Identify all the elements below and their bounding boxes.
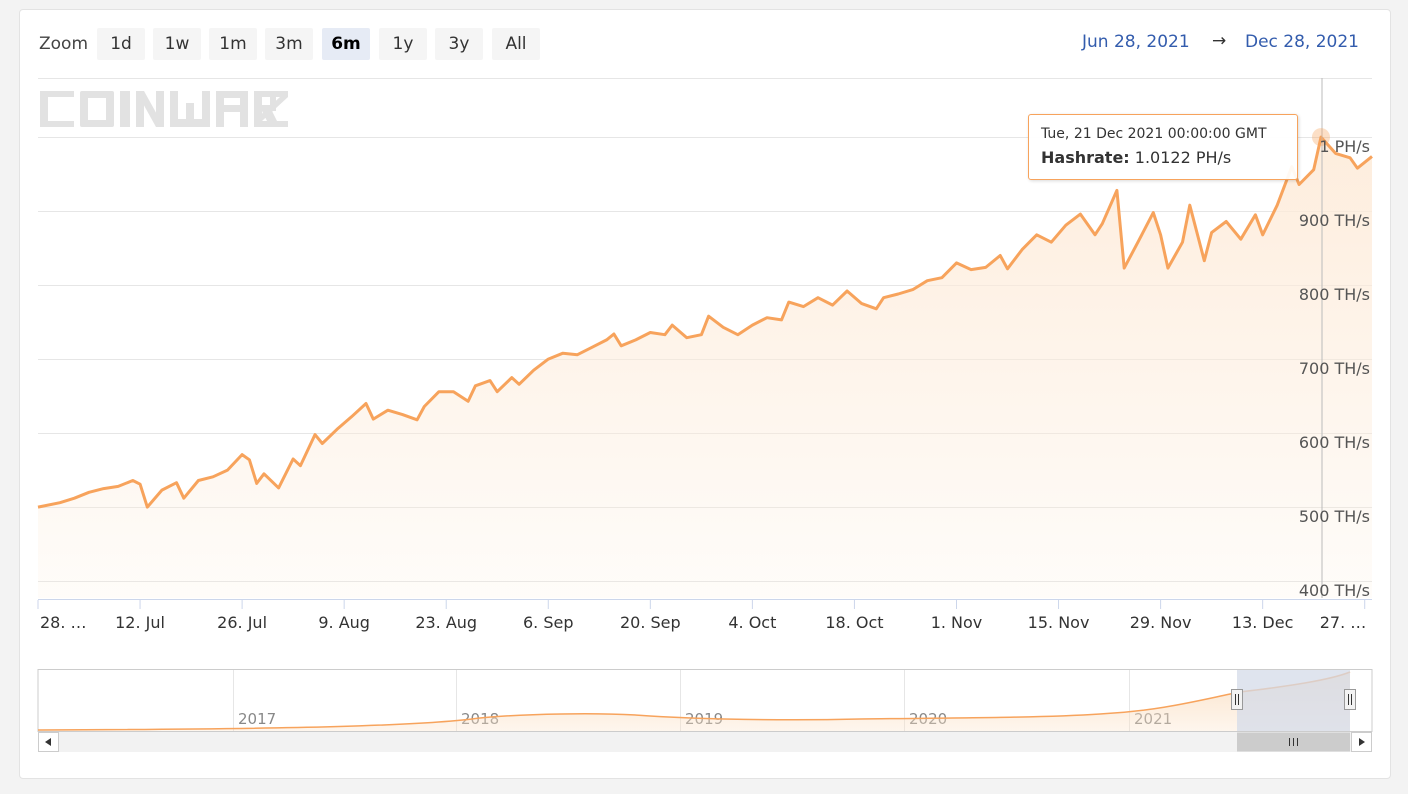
zoom-3m-button[interactable]: 3m bbox=[265, 28, 313, 60]
chevron-right-icon bbox=[1359, 738, 1365, 746]
navigator-line bbox=[37, 671, 1351, 731]
x-tick-label: 18. Oct bbox=[825, 613, 883, 632]
tooltip-value-line: Hashrate: 1.0122 PH/s bbox=[1041, 148, 1231, 167]
hover-marker bbox=[1311, 128, 1330, 147]
hashrate-line bbox=[37, 135, 1373, 509]
x-tick-label: 23. Aug bbox=[415, 613, 477, 632]
y-tick-label: 400 TH/s bbox=[1299, 581, 1370, 600]
zoom-1m-button[interactable]: 1m bbox=[209, 28, 257, 60]
x-tick-label: 1. Nov bbox=[931, 613, 983, 632]
x-tick-label: 9. Aug bbox=[318, 613, 370, 632]
y-tick-label: 800 TH/s bbox=[1299, 285, 1370, 304]
x-tick-label: 28. … bbox=[40, 613, 87, 632]
chevron-left-icon bbox=[45, 738, 51, 746]
y-tick-label: 900 TH/s bbox=[1299, 211, 1370, 230]
zoom-3y-button[interactable]: 3y bbox=[435, 28, 483, 60]
x-tick-label: 4. Oct bbox=[728, 613, 776, 632]
x-tick-label: 13. Dec bbox=[1232, 613, 1294, 632]
zoom-6m-button[interactable]: 6m bbox=[322, 28, 370, 60]
x-tick-label: 12. Jul bbox=[115, 613, 165, 632]
x-tick-label: 27. … bbox=[1320, 613, 1367, 632]
y-tick-label: 600 TH/s bbox=[1299, 433, 1370, 452]
zoom-1w-button[interactable]: 1w bbox=[153, 28, 201, 60]
y-tick-label: 1 PH/s bbox=[1319, 137, 1370, 156]
x-tick-label: 6. Sep bbox=[523, 613, 574, 632]
navigator-left-handle[interactable] bbox=[1231, 689, 1243, 710]
hashrate-area bbox=[38, 137, 1372, 598]
tooltip-series-label: Hashrate: bbox=[1041, 148, 1130, 167]
x-tick-label: 15. Nov bbox=[1028, 613, 1090, 632]
zoom-1d-button[interactable]: 1d bbox=[97, 28, 145, 60]
scrollbar[interactable] bbox=[38, 732, 1372, 752]
x-tick-label: 29. Nov bbox=[1130, 613, 1192, 632]
range-from-input[interactable]: Jun 28, 2021 bbox=[1082, 32, 1190, 52]
range-to-input[interactable]: Dec 28, 2021 bbox=[1245, 32, 1360, 52]
zoom-all-button[interactable]: All bbox=[492, 28, 540, 60]
navigator[interactable]: 20172018201920202021 bbox=[37, 669, 1373, 732]
tooltip-date: Tue, 21 Dec 2021 00:00:00 GMT bbox=[1041, 126, 1267, 142]
zoom-1y-button[interactable]: 1y bbox=[379, 28, 427, 60]
navigator-selection[interactable] bbox=[1237, 670, 1350, 731]
zoom-label: Zoom bbox=[39, 34, 89, 54]
navigator-right-handle[interactable] bbox=[1344, 689, 1356, 710]
tooltip-value: 1.0122 PH/s bbox=[1134, 148, 1232, 167]
y-tick-label: 700 TH/s bbox=[1299, 359, 1370, 378]
coinwarz-watermark-logo bbox=[40, 91, 288, 127]
range-arrow-icon: → bbox=[1212, 31, 1227, 51]
navigator-area bbox=[38, 672, 1350, 731]
y-tick-label: 500 TH/s bbox=[1299, 507, 1370, 526]
x-tick-label: 26. Jul bbox=[217, 613, 267, 632]
navigator-year-label: 2017 bbox=[238, 710, 276, 728]
hashrate-tooltip: Tue, 21 Dec 2021 00:00:00 GMT Hashrate: … bbox=[1028, 114, 1298, 180]
x-tick-label: 20. Sep bbox=[620, 613, 681, 632]
